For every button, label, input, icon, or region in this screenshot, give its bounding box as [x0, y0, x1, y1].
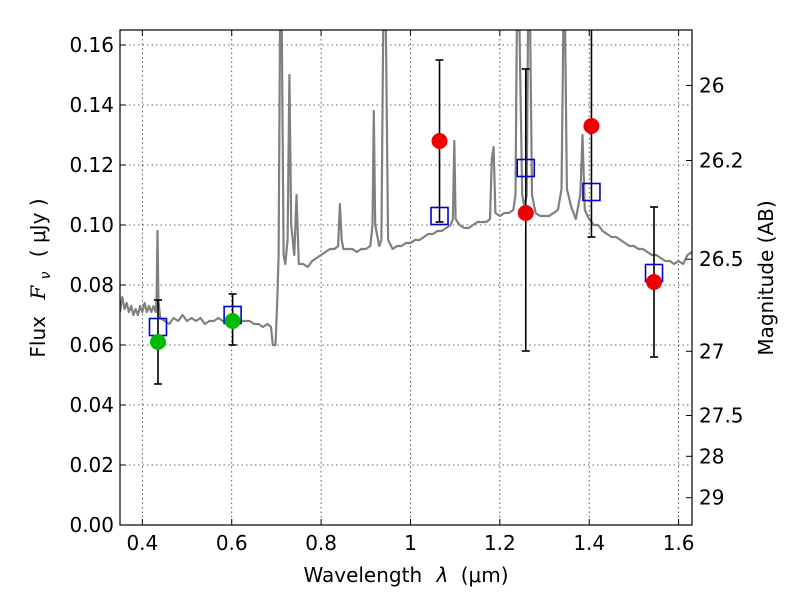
- model-point-square: [430, 206, 449, 226]
- plot-frame: [119, 29, 693, 526]
- x-axis-label-unit: (μm): [461, 563, 509, 587]
- plot-background: [120, 30, 692, 525]
- x-axis-label-var: λ: [436, 563, 449, 587]
- y2-tick-label: 26: [699, 74, 724, 98]
- observation-point: [583, 118, 600, 134]
- x-tick-label: 0.6: [216, 531, 248, 555]
- y2-tick-label: 27.5: [699, 404, 744, 428]
- x-axis-label-prefix: Wavelength: [303, 563, 422, 587]
- x-axis-ticks: 0.4 0.6 0.8 1 1.2 1.4 1.6: [126, 30, 695, 555]
- y-tick-label: 0.00: [69, 513, 114, 537]
- observation-point: [224, 313, 241, 329]
- y-tick-label: 0.06: [69, 333, 114, 357]
- x-axis-label: Wavelength λ (μm): [303, 563, 508, 587]
- model-point-square: [516, 158, 536, 178]
- y-tick-label: 0.08: [69, 273, 114, 297]
- y-tick-label: 0.14: [69, 93, 114, 117]
- y-tick-label: 0.12: [69, 153, 114, 177]
- observation-point: [517, 205, 534, 221]
- y2-tick-label: 28: [699, 444, 724, 468]
- y2-tick-label: 27: [699, 339, 724, 363]
- model-point-square: [582, 182, 601, 202]
- template-spectrum-line: [120, 30, 692, 347]
- observation-point: [646, 274, 663, 290]
- y-tick-label: 0.02: [69, 453, 114, 477]
- y-axis-label: Flux F ν ( μJy ): [26, 198, 55, 357]
- y-axis-label-sub: ν: [38, 271, 54, 279]
- y-axis-label-var: F: [26, 285, 50, 301]
- y2-axis-ticks: 26 26.2 26.5 27 27.5 28 29: [686, 74, 744, 510]
- x-tick-label: 1.6: [663, 531, 695, 555]
- y-axis-ticks: 0.00 0.02 0.04 0.06 0.08 0.10 0.12 0.14 0.16: [69, 33, 126, 537]
- observations-group: [149, 118, 663, 350]
- y-tick-label: 0.16: [69, 33, 114, 57]
- template-spectrum-group: [120, 30, 692, 347]
- y-tick-label: 0.10: [69, 213, 114, 237]
- y-axis-label-unit: ( μJy ): [26, 198, 50, 257]
- y2-axis-label: Magnitude (AB): [754, 200, 778, 355]
- y2-tick-label: 29: [699, 486, 724, 510]
- grid: [120, 30, 692, 525]
- y2-tick-label: 26.2: [699, 149, 744, 173]
- x-tick-label: 0.8: [305, 531, 337, 555]
- y-axis-label-prefix: Flux: [26, 316, 50, 358]
- y-tick-label: 0.04: [69, 393, 114, 417]
- y2-tick-label: 26.5: [699, 247, 744, 271]
- x-tick-label: 1.4: [573, 531, 605, 555]
- observation-point: [431, 133, 448, 149]
- x-tick-label: 0.4: [126, 531, 158, 555]
- observation-point: [149, 334, 166, 350]
- x-tick-label: 1.2: [484, 531, 516, 555]
- x-tick-label: 1: [404, 531, 417, 555]
